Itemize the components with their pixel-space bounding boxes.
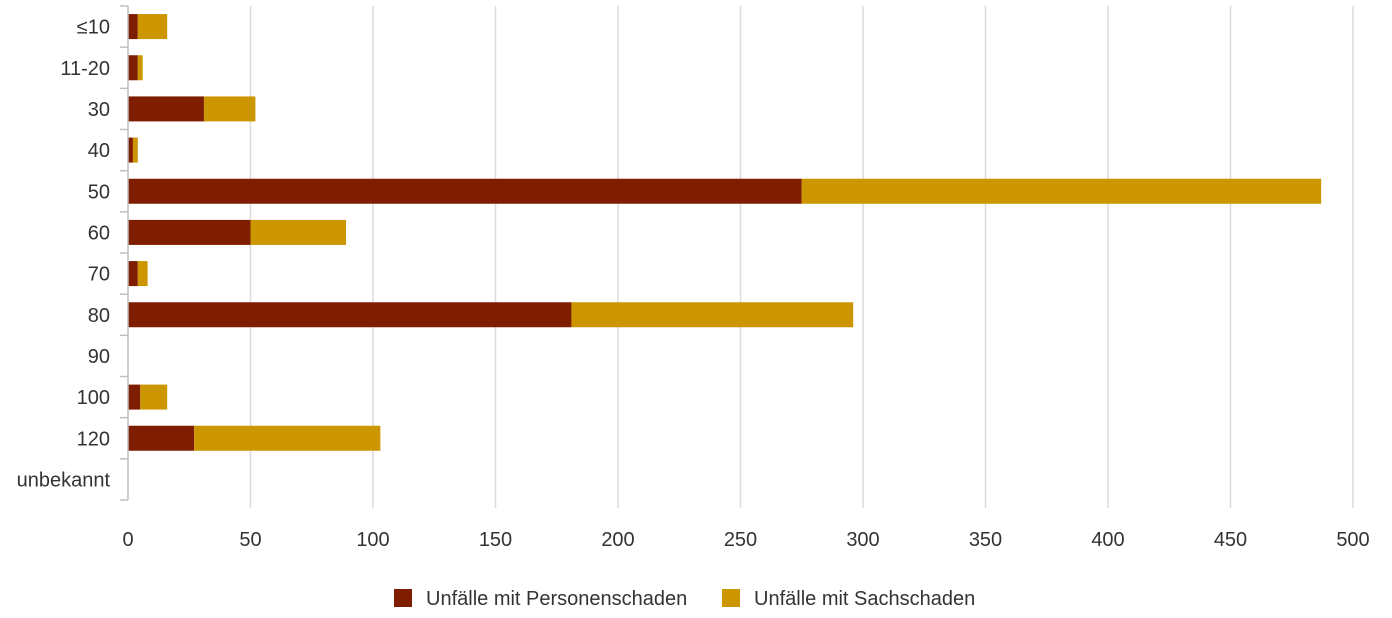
y-category-label: 40	[88, 140, 110, 162]
x-tick-label: 400	[1091, 529, 1124, 551]
y-category-label: 50	[88, 181, 110, 203]
x-tick-label: 450	[1214, 529, 1247, 551]
y-category-label: 120	[77, 428, 110, 450]
bar-segment-series-0-≤10	[128, 14, 138, 40]
y-category-label: 100	[77, 387, 110, 409]
bar-segment-series-0-50	[128, 178, 802, 204]
x-tick-label: 50	[239, 529, 261, 551]
legend: Unfälle mit Personenschaden Unfälle mit S…	[394, 588, 975, 610]
x-tick-label: 500	[1336, 529, 1369, 551]
bars	[128, 14, 1322, 451]
bar-segment-series-0-100	[128, 384, 141, 410]
legend-swatch-1	[722, 589, 740, 607]
x-tick-label: 350	[969, 529, 1002, 551]
bar-segment-series-0-60	[128, 219, 251, 245]
bar-segment-series-1-≤10	[137, 14, 168, 40]
legend-label-0: Unfälle mit Personenschaden	[426, 588, 687, 610]
x-tick-label: 200	[601, 529, 634, 551]
x-tick-label: 250	[724, 529, 757, 551]
bar-segment-series-1-120	[194, 425, 381, 451]
bar-segment-series-1-100	[140, 384, 168, 410]
bar-segment-series-1-11-20	[137, 55, 143, 81]
x-tick-label: 300	[846, 529, 879, 551]
bar-segment-series-1-30	[203, 96, 256, 122]
bar-segment-series-0-11-20	[128, 55, 138, 81]
bar-segment-series-1-60	[250, 219, 347, 245]
grid-lines	[249, 6, 1354, 508]
y-category-label: 60	[88, 222, 110, 244]
y-category-label: 90	[88, 346, 110, 368]
y-category-label: 70	[88, 264, 110, 286]
bar-segment-series-0-70	[128, 261, 138, 287]
bar-segment-series-1-40	[132, 137, 138, 163]
legend-label-1: Unfälle mit Sachschaden	[754, 588, 975, 610]
y-category-label: ≤10	[77, 17, 110, 39]
legend-swatch-0	[394, 589, 412, 607]
bar-segment-series-0-80	[128, 302, 572, 328]
y-category-label: unbekannt	[17, 469, 111, 491]
bar-segment-series-1-80	[571, 302, 854, 328]
bar-segment-series-0-120	[128, 425, 195, 451]
y-category-label: 30	[88, 99, 110, 121]
axes: 0 50 100 150 200 250 300 350 400 450 500 ≤10 11-20 30…	[17, 5, 1370, 551]
bar-segment-series-1-70	[137, 261, 148, 287]
x-tick-label: 150	[479, 529, 512, 551]
y-category-label: 11-20	[60, 58, 110, 80]
x-tick-label: 0	[122, 529, 133, 551]
bar-segment-series-0-40	[128, 137, 133, 163]
bar-segment-series-1-50	[801, 178, 1322, 204]
y-category-label: 80	[88, 305, 110, 327]
x-tick-label: 100	[356, 529, 389, 551]
bar-segment-series-0-30	[128, 96, 204, 122]
